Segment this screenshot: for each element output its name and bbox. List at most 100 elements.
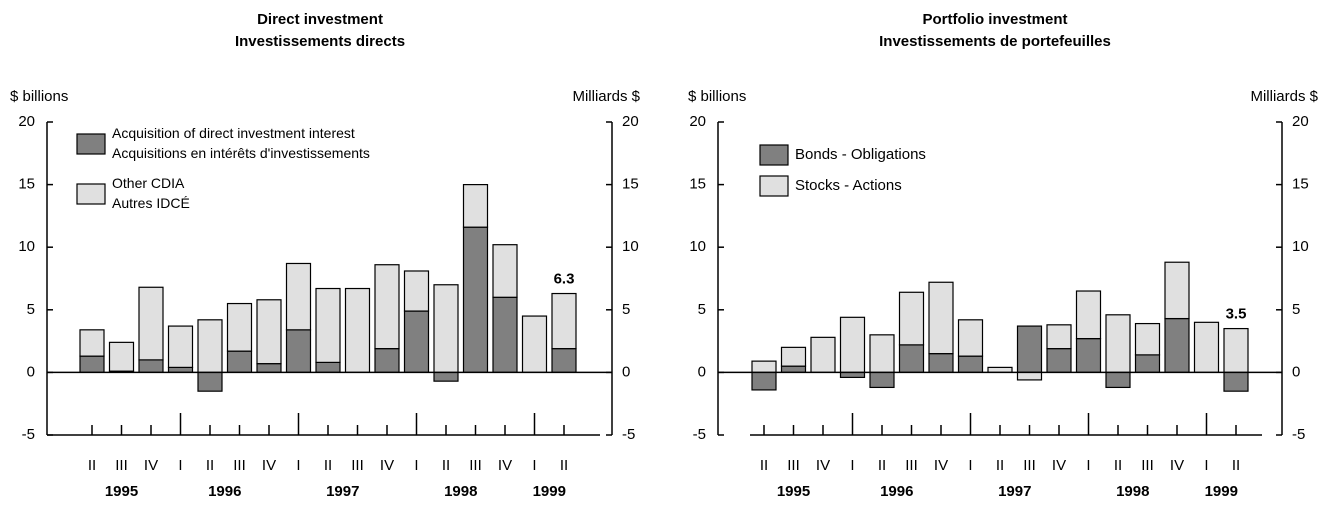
y-tick-label: -5 [22, 426, 35, 443]
legend-label: Bonds - Obligations [795, 146, 926, 163]
year-label: 1995 [777, 483, 810, 500]
legend-swatch [76, 133, 106, 155]
bar-segment [780, 365, 807, 374]
y-tick-label: 10 [689, 238, 706, 255]
bar-segment [957, 355, 984, 373]
year-label: 1996 [880, 483, 913, 500]
bar-segment [1193, 321, 1220, 374]
bar-segment [1105, 314, 1131, 374]
x-tick-label: III [905, 457, 918, 474]
bar-segment [928, 281, 954, 355]
y2-tick-label: -5 [622, 426, 635, 443]
bar-segment [285, 262, 312, 331]
y2-tick-label: 5 [622, 301, 630, 318]
x-tick-label: II [996, 457, 1004, 474]
bar-segment [551, 348, 577, 373]
y2-tick-label: 20 [1292, 113, 1309, 130]
legend-label: Stocks - Actions [795, 177, 902, 194]
bar-segment [1105, 371, 1131, 389]
legend-swatch [76, 183, 106, 205]
bar-segment [108, 341, 135, 372]
y-tick-label: 20 [18, 113, 35, 130]
year-label: 1999 [533, 483, 566, 500]
y-tick-label: 5 [27, 301, 35, 318]
year-label: 1997 [998, 483, 1031, 500]
bar-segment [987, 366, 1013, 373]
legend-label: Acquisition of direct investment interes… [112, 125, 370, 161]
bar-segment [256, 299, 282, 365]
year-label: 1996 [208, 483, 241, 500]
chart-title: Portfolio investment [922, 11, 1067, 28]
x-tick-label: III [787, 457, 800, 474]
y-tick-label: 5 [698, 301, 706, 318]
bar-segment [1016, 371, 1043, 381]
x-tick-label: IV [1170, 457, 1184, 474]
bar-segment [1075, 337, 1102, 374]
bar-segment [226, 350, 253, 373]
bar-segment [1164, 317, 1190, 373]
bar-segment [810, 336, 836, 373]
x-tick-label: I [968, 457, 972, 474]
bar-segment [79, 355, 105, 373]
bar-segment [433, 284, 459, 374]
x-tick-label: III [469, 457, 482, 474]
x-tick-label: III [233, 457, 246, 474]
x-tick-label: I [178, 457, 182, 474]
bar-segment [1223, 371, 1249, 392]
bar-segment [898, 344, 925, 373]
bar-segment [492, 296, 518, 374]
y-tick-label: 10 [18, 238, 35, 255]
x-tick-label: III [351, 457, 364, 474]
x-tick-label: II [1232, 457, 1240, 474]
bar-segment [928, 353, 954, 373]
x-tick-label: I [296, 457, 300, 474]
bar-segment [79, 329, 105, 357]
x-tick-label: IV [498, 457, 512, 474]
bar-segment [839, 371, 866, 379]
bar-segment [403, 270, 430, 312]
bar-segment [1164, 261, 1190, 320]
x-tick-label: IV [380, 457, 394, 474]
bar-segment [1016, 325, 1043, 373]
x-tick-label: II [1114, 457, 1122, 474]
y-axis-label: $ billions [10, 88, 68, 105]
x-tick-label: I [532, 457, 536, 474]
y-axis-label: $ billions [688, 88, 746, 105]
bar-segment [285, 329, 312, 374]
bar-segment [403, 310, 430, 374]
bar-segment [138, 359, 164, 374]
x-tick-label: II [878, 457, 886, 474]
y2-tick-label: 15 [622, 176, 639, 193]
bar-segment [492, 244, 518, 298]
legend-swatch [759, 144, 789, 166]
x-tick-label: I [850, 457, 854, 474]
y2-tick-label: 20 [622, 113, 639, 130]
x-tick-label: I [1086, 457, 1090, 474]
bar-segment [1134, 322, 1161, 356]
y-tick-label: -5 [693, 426, 706, 443]
year-label: 1998 [444, 483, 477, 500]
y-tick-label: 15 [18, 176, 35, 193]
bar-segment [1046, 348, 1072, 373]
bar-segment [869, 334, 895, 373]
bar-segment [751, 371, 777, 391]
bar-segment [1075, 290, 1102, 340]
y2-tick-label: 15 [1292, 176, 1309, 193]
bar-segment [197, 371, 223, 392]
bar-segment [167, 325, 194, 368]
x-tick-label: III [115, 457, 128, 474]
value-label: 6.3 [554, 270, 575, 287]
bar-segment [751, 360, 777, 373]
bar-segment [869, 371, 895, 389]
legend-label: Other CDIA Autres IDCÉ [112, 175, 190, 211]
bar-segment [521, 315, 548, 373]
legend-swatch [759, 175, 789, 197]
x-tick-label: IV [262, 457, 276, 474]
bar-segment [315, 287, 341, 363]
bar-segment [226, 302, 253, 352]
value-label: 3.5 [1226, 306, 1247, 323]
bar-segment [1134, 354, 1161, 374]
x-tick-label: III [1023, 457, 1036, 474]
